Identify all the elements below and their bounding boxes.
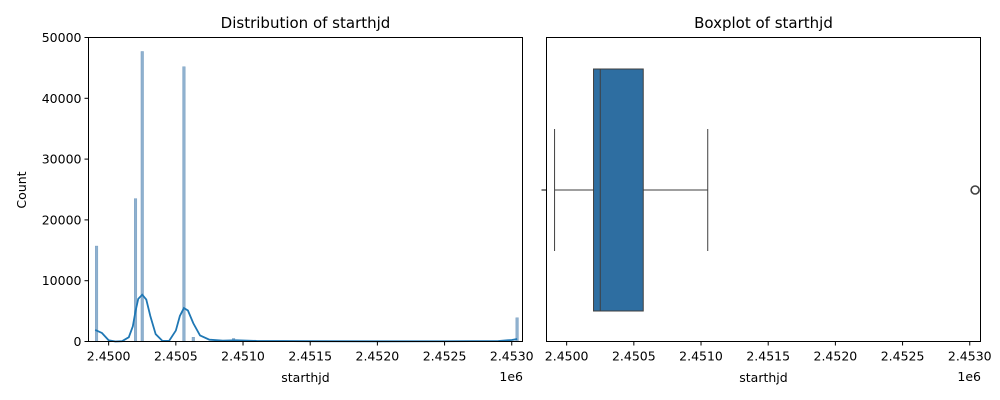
x-tick-label: 2.4505 — [612, 349, 656, 364]
x-tick-label: 2.4505 — [154, 349, 198, 364]
y-axis-ticks: 0 10000 20000 30000 40000 50000 — [42, 30, 89, 349]
boxplot-panel: Boxplot of starthjd 2.4500 2.4505 2.4510 2.… — [541, 14, 992, 385]
x-tick-label: 2.4520 — [814, 349, 858, 364]
boxplot-x-axis-label: starthjd — [739, 370, 787, 385]
histogram-bar — [182, 66, 186, 342]
histogram-bar — [95, 245, 99, 342]
outlier-point — [970, 185, 980, 195]
boxplot-axes-frame — [546, 37, 981, 342]
x-tick-label: 2.4530 — [490, 349, 534, 364]
x-tick-label: 2.4510 — [221, 349, 265, 364]
y-tick-label: 50000 — [42, 30, 82, 45]
histogram-panel: Distribution of starthjd 0 10000 20000 3000… — [14, 14, 534, 385]
x-tick-label: 2.4515 — [746, 349, 790, 364]
boxplot-x-offset-label: 1e6 — [957, 369, 981, 384]
histogram-bar — [140, 51, 144, 342]
boxplot-title: Boxplot of starthjd — [694, 14, 833, 32]
histogram-bar — [191, 337, 195, 342]
y-tick-label: 30000 — [42, 152, 82, 167]
x-tick-label: 2.4520 — [356, 349, 400, 364]
histogram-title: Distribution of starthjd — [221, 14, 391, 32]
iqr-box — [593, 68, 644, 312]
y-tick-label: 20000 — [42, 212, 82, 227]
x-axis-ticks: 2.4500 2.4505 2.4510 2.4515 2.4520 2.4525 2.45… — [87, 341, 534, 364]
x-tick-label: 2.4500 — [545, 349, 589, 364]
histogram-x-axis-label: starthjd — [281, 370, 329, 385]
y-tick-label: 10000 — [42, 273, 82, 288]
histogram-x-offset-label: 1e6 — [499, 369, 523, 384]
x-axis-ticks: 2.4500 2.4505 2.4510 2.4515 2.4520 2.4525 2.45… — [545, 341, 992, 364]
y-tick-label: 0 — [74, 334, 82, 349]
histogram-axes-frame — [88, 37, 523, 342]
x-tick-label: 2.4525 — [423, 349, 467, 364]
x-tick-label: 2.4530 — [948, 349, 992, 364]
x-tick-label: 2.4515 — [288, 349, 332, 364]
histogram-bar — [515, 317, 519, 342]
histogram-y-axis-label: Count — [14, 171, 29, 208]
x-tick-label: 2.4525 — [881, 349, 925, 364]
x-tick-label: 2.4510 — [679, 349, 723, 364]
x-tick-label: 2.4500 — [87, 349, 131, 364]
boxplot-elements — [554, 68, 980, 312]
y-tick-label: 40000 — [42, 91, 82, 106]
